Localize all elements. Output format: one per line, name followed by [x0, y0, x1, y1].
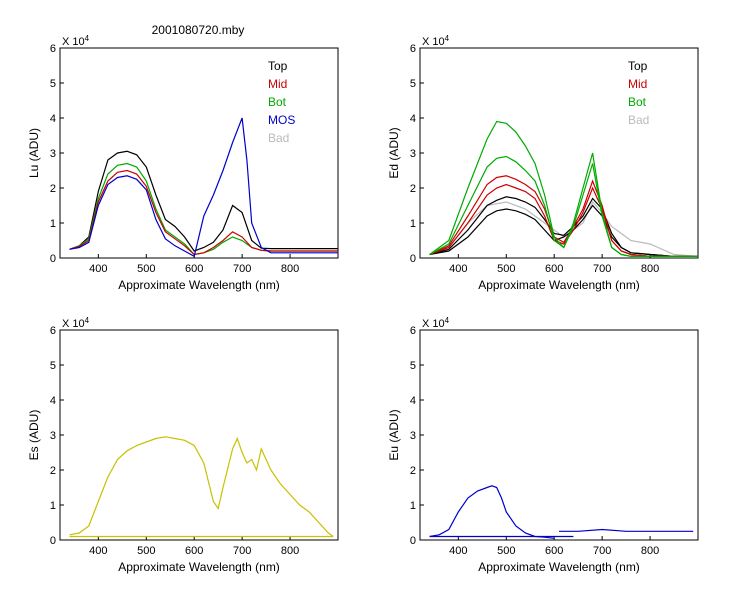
y-tick-label: 3	[50, 148, 56, 160]
panel-lu: 0 1 2 3 4 5 6 400 500 600 700 800 X 104 Approximate W…	[27, 34, 339, 292]
y-scale-factor: X 104	[62, 316, 90, 330]
x-tick-label: 400	[449, 545, 467, 557]
x-tick-label: 600	[545, 263, 563, 275]
x-tick-label: 500	[497, 263, 515, 275]
y-tick-label: 3	[410, 148, 416, 160]
series-line	[69, 169, 338, 256]
y-tick-label: 6	[410, 325, 416, 337]
y-tick-label: 1	[410, 218, 416, 230]
y-tick-label: 2	[50, 465, 56, 477]
legend-label: Top	[628, 59, 648, 73]
x-tick-label: 800	[281, 545, 299, 557]
y-tick-label: 2	[410, 183, 416, 195]
y-scale-exponent: 4	[445, 34, 450, 43]
y-tick-label: 0	[410, 535, 416, 547]
legend-label: Bot	[268, 95, 287, 109]
y-tick-label: 4	[410, 395, 416, 407]
x-tick-label: 600	[185, 545, 203, 557]
x-tick-label: 400	[89, 263, 107, 275]
x-tick-label: 500	[137, 263, 155, 275]
series-line	[69, 162, 338, 256]
legend-label: Mid	[268, 77, 287, 91]
y-tick-label: 4	[410, 113, 416, 125]
y-axis-label: Es (ADU)	[27, 410, 41, 461]
y-scale-exponent: 4	[445, 316, 450, 325]
legend-label: Top	[268, 59, 288, 73]
series-line	[69, 150, 338, 252]
x-tick-label: 800	[641, 263, 659, 275]
y-tick-label: 5	[410, 360, 416, 372]
x-tick-label: 800	[281, 263, 299, 275]
series-line	[429, 196, 698, 257]
x-tick-label: 400	[449, 263, 467, 275]
legend-label: Mid	[628, 77, 647, 91]
y-tick-label: 0	[50, 535, 56, 547]
x-tick-label: 700	[593, 263, 611, 275]
y-tick-label: 2	[410, 465, 416, 477]
series-line	[559, 528, 694, 532]
y-axis-label: Lu (ADU)	[27, 128, 41, 178]
x-axis-label: Approximate Wavelength (nm)	[478, 278, 640, 292]
legend-label: Bot	[628, 95, 647, 109]
y-axis-label: Eu (ADU)	[387, 409, 401, 460]
x-tick-label: 600	[185, 263, 203, 275]
series-line	[429, 485, 555, 539]
x-axis-label: Approximate Wavelength (nm)	[118, 278, 280, 292]
x-tick-label: 700	[233, 545, 251, 557]
plot-frame	[59, 329, 339, 541]
legend-label: Bad	[268, 131, 289, 145]
y-scale-exponent: 4	[85, 316, 90, 325]
series-line	[429, 183, 698, 257]
x-tick-label: 800	[641, 545, 659, 557]
x-tick-label: 400	[89, 545, 107, 557]
y-tick-label: 4	[50, 113, 56, 125]
x-tick-label: 500	[497, 545, 515, 557]
x-tick-label: 500	[137, 545, 155, 557]
series-line	[69, 436, 334, 537]
y-axis-label: Ed (ADU)	[387, 127, 401, 178]
legend-label: Bad	[628, 113, 649, 127]
x-tick-label: 700	[233, 263, 251, 275]
x-tick-label: 600	[545, 545, 563, 557]
series-line	[69, 117, 338, 258]
y-tick-label: 5	[410, 78, 416, 90]
y-tick-label: 0	[410, 253, 416, 265]
y-tick-label: 1	[50, 500, 56, 512]
panel-ed: 0 1 2 3 4 5 6 400 500 600 700 800 X 104 Approximate W…	[387, 34, 699, 292]
y-tick-label: 6	[50, 43, 56, 55]
y-tick-label: 1	[410, 500, 416, 512]
series-line	[429, 175, 698, 257]
panel-es: 0 1 2 3 4 5 6 400 500 600 700 800 X 104 Approximate W…	[27, 316, 339, 574]
y-tick-label: 2	[50, 183, 56, 195]
figure-title: 2001080720.mby	[152, 23, 245, 37]
x-tick-label: 700	[593, 545, 611, 557]
y-tick-label: 4	[50, 395, 56, 407]
y-tick-label: 3	[410, 430, 416, 442]
y-tick-label: 0	[50, 253, 56, 265]
y-scale-factor: X 104	[422, 316, 450, 330]
y-scale-exponent: 4	[85, 34, 90, 43]
y-tick-label: 6	[50, 325, 56, 337]
legend-label: MOS	[268, 113, 295, 127]
x-axis-label: Approximate Wavelength (nm)	[118, 560, 280, 574]
y-tick-label: 5	[50, 78, 56, 90]
plot-frame	[59, 47, 339, 259]
y-scale-factor: X 104	[422, 34, 450, 48]
y-tick-label: 5	[50, 360, 56, 372]
x-axis-label: Approximate Wavelength (nm)	[478, 560, 640, 574]
y-scale-factor: X 104	[62, 34, 90, 48]
panel-eu: 0 1 2 3 4 5 6 400 500 600 700 800 X 104 Approximate W…	[387, 316, 699, 574]
plot-frame	[419, 329, 699, 541]
series-line	[429, 120, 698, 257]
y-tick-label: 3	[50, 430, 56, 442]
y-tick-label: 6	[410, 43, 416, 55]
y-tick-label: 1	[50, 218, 56, 230]
